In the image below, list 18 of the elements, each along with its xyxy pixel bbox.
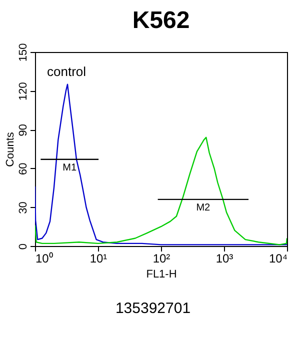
annotation: control bbox=[47, 64, 86, 79]
y-tick-label: 60 bbox=[18, 162, 30, 176]
y-axis-title: Counts bbox=[4, 132, 16, 167]
x-axis-title: FL1-H bbox=[146, 268, 177, 280]
series-label: M1 bbox=[62, 162, 77, 174]
text: 135392701 bbox=[114, 300, 192, 317]
y-tick-label: 0 bbox=[18, 243, 30, 250]
x-tick-label: 10³ bbox=[216, 252, 234, 266]
y-tick-label: 120 bbox=[18, 82, 30, 100]
y-tick-label: 90 bbox=[18, 124, 30, 136]
y-tick-label: 150 bbox=[18, 43, 30, 62]
x-tick-label: 10⁰ bbox=[36, 252, 53, 266]
series-label: M2 bbox=[196, 202, 211, 214]
x-tick-label: 10² bbox=[152, 252, 170, 266]
x-tick-label: 10⁴ bbox=[268, 252, 288, 266]
x-tick-label: 10¹ bbox=[90, 252, 108, 266]
chart-title: K562 bbox=[132, 6, 190, 34]
y-tick-label: 30 bbox=[18, 202, 30, 214]
